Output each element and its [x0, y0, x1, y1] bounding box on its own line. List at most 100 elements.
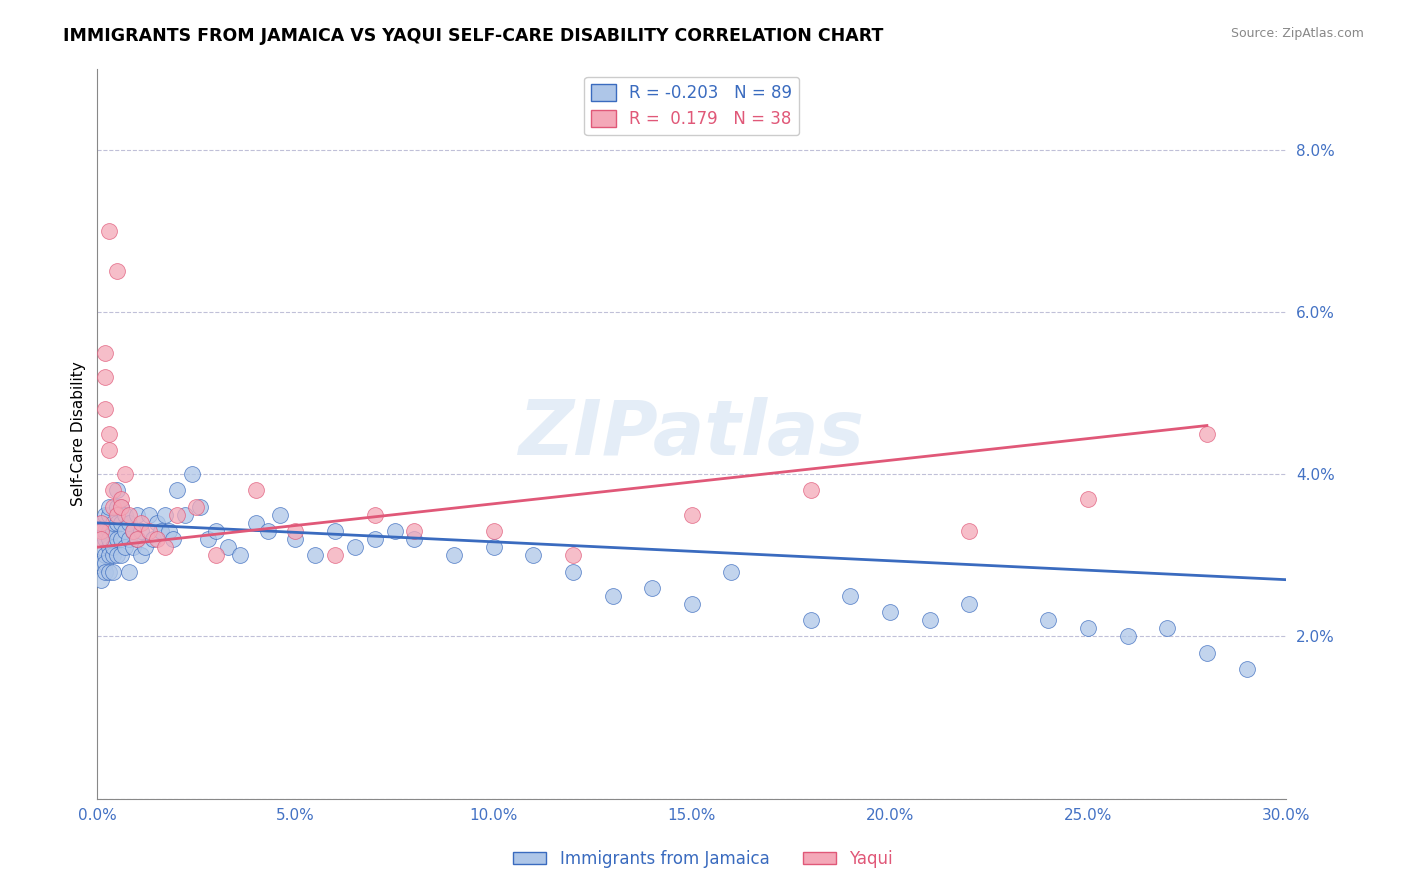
Point — [98, 442, 121, 457]
Point — [229, 549, 252, 563]
Point — [129, 524, 152, 538]
Point — [122, 540, 145, 554]
Point — [1038, 613, 1060, 627]
Point — [1236, 662, 1258, 676]
Point — [269, 508, 291, 522]
Point — [918, 613, 941, 627]
Point — [110, 500, 132, 514]
Point — [94, 508, 117, 522]
Point — [98, 565, 121, 579]
Point — [105, 516, 128, 530]
Point — [800, 613, 823, 627]
Point — [197, 532, 219, 546]
Point — [1116, 630, 1139, 644]
Point — [146, 516, 169, 530]
Point — [129, 549, 152, 563]
Point — [103, 565, 125, 579]
Point — [482, 524, 505, 538]
Point — [94, 524, 117, 538]
Point — [800, 483, 823, 498]
Point — [105, 532, 128, 546]
Point — [114, 524, 136, 538]
Point — [343, 540, 366, 554]
Point — [125, 532, 148, 546]
Point — [323, 549, 346, 563]
Point — [98, 524, 121, 538]
Point — [118, 565, 141, 579]
Point — [166, 508, 188, 522]
Point — [1077, 491, 1099, 506]
Point — [146, 532, 169, 546]
Point — [90, 516, 112, 530]
Legend: R = -0.203   N = 89, R =  0.179   N = 38: R = -0.203 N = 89, R = 0.179 N = 38 — [585, 77, 799, 135]
Point — [205, 549, 228, 563]
Point — [256, 524, 278, 538]
Point — [103, 549, 125, 563]
Point — [190, 500, 212, 514]
Point — [323, 524, 346, 538]
Point — [90, 532, 112, 546]
Point — [957, 597, 980, 611]
Point — [110, 500, 132, 514]
Point — [114, 467, 136, 482]
Point — [157, 524, 180, 538]
Point — [186, 500, 208, 514]
Point — [957, 524, 980, 538]
Point — [114, 540, 136, 554]
Point — [98, 426, 121, 441]
Point — [94, 345, 117, 359]
Point — [245, 483, 267, 498]
Point — [364, 532, 387, 546]
Point — [105, 500, 128, 514]
Point — [94, 369, 117, 384]
Text: Source: ZipAtlas.com: Source: ZipAtlas.com — [1230, 27, 1364, 40]
Point — [118, 508, 141, 522]
Point — [138, 508, 160, 522]
Point — [105, 508, 128, 522]
Point — [205, 524, 228, 538]
Point — [125, 532, 148, 546]
Point — [129, 516, 152, 530]
Point — [561, 565, 583, 579]
Point — [304, 549, 326, 563]
Point — [125, 508, 148, 522]
Point — [134, 540, 156, 554]
Point — [153, 508, 176, 522]
Point — [114, 508, 136, 522]
Point — [98, 500, 121, 514]
Point — [602, 589, 624, 603]
Point — [153, 540, 176, 554]
Point — [105, 549, 128, 563]
Point — [98, 508, 121, 522]
Point — [641, 581, 664, 595]
Point — [98, 532, 121, 546]
Point — [118, 516, 141, 530]
Point — [166, 483, 188, 498]
Point — [284, 532, 307, 546]
Point — [90, 557, 112, 571]
Point — [110, 549, 132, 563]
Point — [94, 532, 117, 546]
Point — [561, 549, 583, 563]
Point — [103, 500, 125, 514]
Point — [94, 565, 117, 579]
Point — [103, 524, 125, 538]
Point — [142, 532, 165, 546]
Point — [404, 532, 426, 546]
Point — [98, 224, 121, 238]
Point — [90, 516, 112, 530]
Point — [94, 549, 117, 563]
Point — [90, 524, 112, 538]
Point — [138, 524, 160, 538]
Point — [105, 264, 128, 278]
Point — [110, 532, 132, 546]
Text: IMMIGRANTS FROM JAMAICA VS YAQUI SELF-CARE DISABILITY CORRELATION CHART: IMMIGRANTS FROM JAMAICA VS YAQUI SELF-CA… — [63, 27, 883, 45]
Point — [181, 467, 204, 482]
Text: ZIPatlas: ZIPatlas — [519, 397, 865, 471]
Point — [217, 540, 239, 554]
Point — [110, 516, 132, 530]
Point — [681, 508, 703, 522]
Point — [1077, 621, 1099, 635]
Point — [404, 524, 426, 538]
Point — [105, 483, 128, 498]
